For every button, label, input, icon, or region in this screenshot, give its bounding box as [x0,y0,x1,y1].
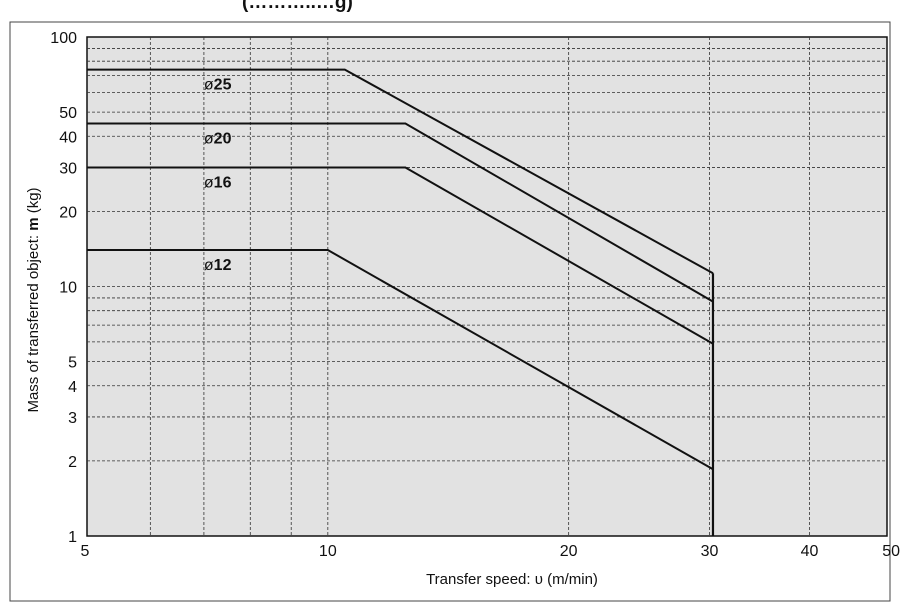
y-tick-label: 2 [68,454,77,471]
y-tick-labels: 1 2 3 4 5 10 20 30 40 50 100 [50,30,77,546]
series-label: ø25 [204,77,232,94]
y-tick-label: 5 [68,355,77,372]
series-line [87,68,714,275]
series-line [87,122,714,303]
y-axis-label-bold: m [25,217,42,230]
series-label-prefix: ø [204,257,214,274]
y-axis-label-prefix: Mass of transferred object: [25,231,42,413]
y-tick-label: 40 [59,129,77,146]
series-line [87,249,714,471]
x-tick-label: 20 [560,543,578,560]
x-tick-label: 40 [801,543,819,560]
chart-title-fragment: (………..…g) [242,0,353,13]
y-tick-label: 20 [59,204,77,221]
y-tick-label: 1 [68,529,77,546]
series-line [87,166,714,345]
y-tick-label: 30 [59,160,77,177]
y-tick-label: 50 [59,105,77,122]
series-label-number: 16 [214,174,232,191]
y-axis-label-suffix: (kg) [25,187,42,217]
series-label-number: 25 [214,77,232,94]
series-label-number: 12 [214,257,232,274]
series-label: ø16 [204,174,232,191]
series-label: ø20 [204,131,232,148]
y-tick-label: 3 [68,410,77,427]
x-axis-label: Transfer speed: υ (m/min) [426,571,598,588]
grid-lines [87,37,887,536]
y-axis-label: Mass of transferred object: m (kg) [25,187,42,412]
x-tick-label: 5 [81,543,90,560]
series-label-prefix: ø [204,174,214,191]
series-label: ø12 [204,257,232,274]
series-label-prefix: ø [204,131,214,148]
x-tick-label: 10 [319,543,337,560]
x-tick-label: 50 [882,543,900,560]
series-lines [87,68,715,536]
y-tick-label: 100 [50,30,77,47]
x-tick-label: 30 [701,543,719,560]
y-tick-label: 4 [68,379,77,396]
y-tick-label: 10 [59,280,77,297]
series-label-prefix: ø [204,77,214,94]
series-label-number: 20 [214,131,232,148]
x-tick-labels: 5 10 20 30 40 50 [81,543,901,560]
